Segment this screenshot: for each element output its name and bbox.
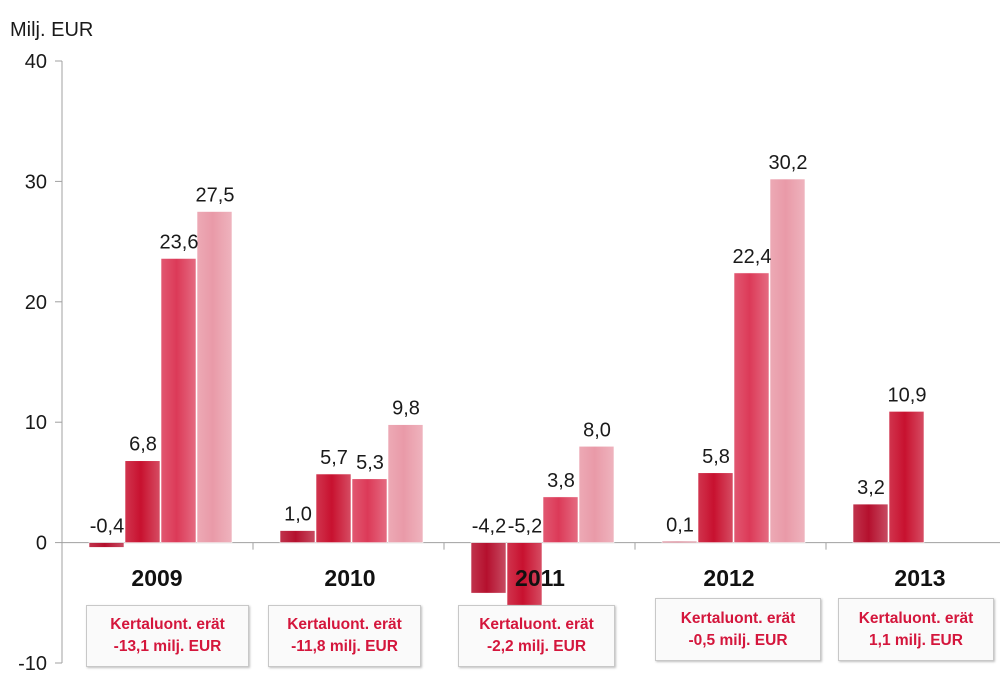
data-label: 27,5 <box>196 185 235 207</box>
one-time-items-note-2011: Kertaluont. erät -2,2 milj. EUR <box>458 605 615 667</box>
note-line-2: 1,1 milj. EUR <box>869 631 963 649</box>
data-label: 22,4 <box>733 246 772 268</box>
data-label: 9,8 <box>392 398 420 420</box>
bar-2012-3 <box>733 272 770 543</box>
note-line-2: -0,5 milj. EUR <box>688 631 788 649</box>
one-time-items-note-2012: Kertaluont. erät -0,5 milj. EUR <box>655 598 821 661</box>
bar-2010-4 <box>387 424 424 543</box>
y-tick-label: 30 <box>25 171 47 193</box>
data-label: 10,9 <box>888 384 927 406</box>
y-axis-unit-label: Milj. EUR <box>10 19 93 41</box>
bar-2012-4 <box>769 178 806 543</box>
note-line-1: Kertaluont. erät <box>479 616 594 633</box>
y-tick-label: 40 <box>25 51 47 73</box>
y-tick-label: -10 <box>18 653 47 675</box>
data-label: 3,2 <box>857 477 885 499</box>
bar-2009-1 <box>88 542 125 548</box>
note-line-2: -13,1 milj. EUR <box>113 638 222 655</box>
bar-2010-3 <box>351 478 388 543</box>
note-line-1: Kertaluont. erät <box>287 616 402 633</box>
bar-2009-2 <box>124 460 161 543</box>
bar-2011-2 <box>506 542 543 606</box>
one-time-items-note-2009: Kertaluont. erät -13,1 milj. EUR <box>86 605 249 667</box>
note-line-2: -11,8 milj. EUR <box>291 638 398 655</box>
data-label: 3,8 <box>547 470 575 492</box>
data-label: 30,2 <box>769 152 808 174</box>
category-label-2011: 2011 <box>515 565 565 591</box>
category-label-2012: 2012 <box>703 565 754 591</box>
data-label: 5,8 <box>702 446 730 468</box>
data-label: 0,1 <box>666 514 694 536</box>
note-line-1: Kertaluont. erät <box>858 609 974 627</box>
bar-2010-1 <box>279 530 316 543</box>
note-line-1: Kertaluont. erät <box>680 609 796 627</box>
data-label: -4,2 <box>472 516 506 538</box>
bar-2011-3 <box>542 496 579 543</box>
bar-2009-4 <box>196 211 233 543</box>
data-label: 5,7 <box>320 447 348 469</box>
data-label: 8,0 <box>583 419 611 441</box>
data-label: 23,6 <box>160 231 199 253</box>
bar-2013-2 <box>888 411 925 543</box>
y-tick-label: 10 <box>25 412 47 434</box>
bar-2009-3 <box>160 258 197 543</box>
bar-2011-1 <box>470 542 507 594</box>
bar-2012-2 <box>697 472 734 543</box>
category-label-2013: 2013 <box>894 565 945 591</box>
data-label: -5,2 <box>508 516 542 538</box>
bar-2013-1 <box>852 503 889 543</box>
note-line-2: -2,2 milj. EUR <box>486 638 587 655</box>
data-label: 5,3 <box>356 452 384 474</box>
bar-2010-2 <box>315 473 352 543</box>
y-tick-label: 0 <box>36 533 47 555</box>
bar-2011-4 <box>578 445 615 543</box>
one-time-items-note-2010: Kertaluont. erät -11,8 milj. EUR <box>268 605 421 667</box>
category-label-2010: 2010 <box>324 565 375 591</box>
data-label: 1,0 <box>284 504 312 526</box>
y-tick-label: 20 <box>25 292 47 314</box>
note-line-1: Kertaluont. erät <box>110 616 225 633</box>
category-label-2009: 2009 <box>131 565 182 591</box>
bar-2012-1 <box>661 541 698 543</box>
one-time-items-note-2013: Kertaluont. erät 1,1 milj. EUR <box>838 598 994 661</box>
data-label: -0,4 <box>90 516 124 538</box>
data-label: 6,8 <box>129 434 157 456</box>
